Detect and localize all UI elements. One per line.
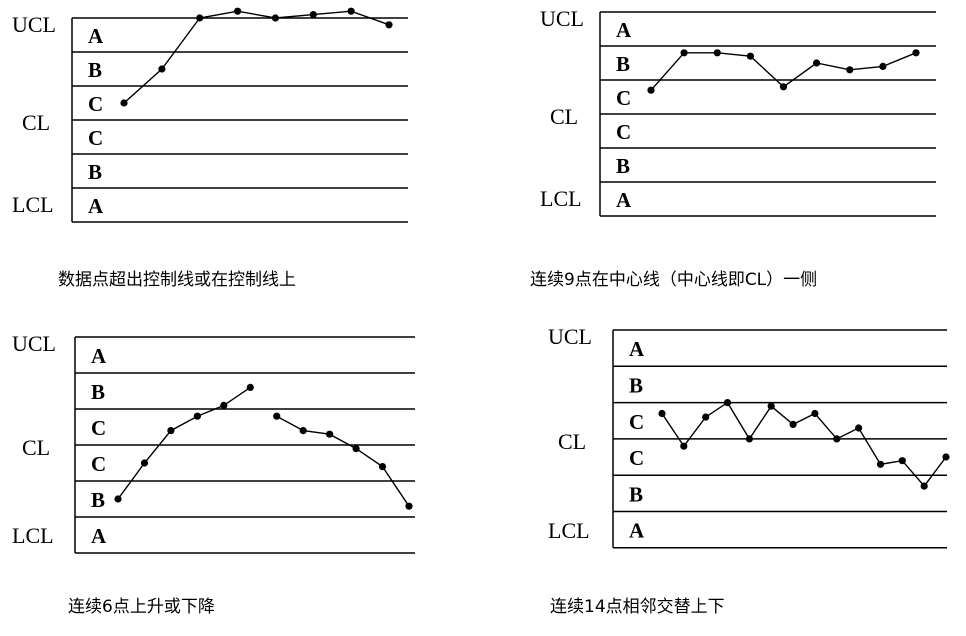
lcl-label: LCL — [12, 192, 54, 217]
data-point — [702, 413, 710, 421]
data-point — [879, 62, 887, 70]
series-line-1 — [661, 401, 947, 488]
chart-caption: 连续14点相邻交替上下 — [550, 597, 725, 617]
data-point — [114, 495, 122, 503]
data-point — [942, 453, 950, 461]
zone-label-C: C — [616, 120, 631, 144]
data-point — [140, 459, 149, 467]
zone-label-B: B — [616, 52, 630, 76]
zone-label-C: C — [88, 92, 103, 116]
data-point — [378, 463, 387, 471]
zone-label-B: B — [88, 58, 102, 82]
zone-label-B: B — [91, 488, 105, 512]
zone-label-C: C — [88, 126, 103, 150]
cl-label: CL — [22, 110, 50, 135]
data-point — [912, 49, 920, 57]
data-point — [347, 7, 355, 15]
chart-caption: 连续9点在中心线（中心线即CL）一侧 — [530, 270, 817, 290]
zone-label-C: C — [629, 446, 644, 470]
zone-label-A: A — [88, 194, 104, 218]
data-point — [299, 427, 307, 435]
data-point — [723, 399, 732, 407]
data-point — [405, 502, 413, 510]
data-point — [767, 402, 775, 410]
data-point — [746, 52, 755, 60]
cl-label: CL — [558, 429, 586, 454]
zone-label-B: B — [91, 380, 105, 404]
series-line-2 — [276, 415, 410, 507]
series-line-1 — [117, 386, 251, 500]
zone-label-A: A — [616, 188, 632, 212]
zone-label-B: B — [629, 482, 643, 506]
lcl-label: LCL — [12, 523, 54, 548]
data-point — [385, 21, 393, 29]
zone-label-A: A — [91, 344, 107, 368]
data-point — [220, 401, 228, 409]
zone-label-C: C — [91, 416, 106, 440]
zone-label-A: A — [91, 524, 107, 548]
data-point — [779, 83, 788, 91]
data-point — [234, 7, 242, 15]
ucl-label: UCL — [12, 12, 56, 37]
data-point — [789, 420, 797, 428]
chart-caption: 连续6点上升或下降 — [68, 597, 215, 617]
zone-label-C: C — [91, 452, 106, 476]
lcl-label: LCL — [548, 518, 590, 543]
zone-label-B: B — [629, 373, 643, 397]
data-point — [273, 412, 281, 420]
ucl-label: UCL — [12, 331, 56, 356]
series-line-1 — [123, 10, 390, 104]
data-point — [920, 482, 928, 490]
data-point — [658, 409, 666, 418]
ucl-label: UCL — [540, 6, 584, 31]
data-point — [813, 59, 821, 67]
zone-label-B: B — [616, 154, 630, 178]
data-point — [352, 445, 360, 453]
data-point — [855, 424, 863, 432]
zone-label-A: A — [629, 337, 645, 361]
ucl-label: UCL — [548, 324, 592, 349]
data-point — [713, 49, 721, 57]
cl-label: CL — [550, 104, 578, 129]
data-point — [193, 412, 201, 420]
data-point — [158, 65, 166, 73]
data-point — [309, 11, 317, 19]
data-point — [120, 99, 128, 107]
data-point — [196, 14, 204, 22]
zone-label-C: C — [616, 86, 631, 110]
zone-label-A: A — [616, 18, 632, 42]
data-point — [680, 49, 688, 57]
data-point — [680, 442, 688, 450]
data-point — [833, 435, 841, 443]
chart-caption: 数据点超出控制线或在控制线上 — [58, 270, 296, 290]
cl-label: CL — [22, 435, 50, 460]
data-point — [271, 14, 279, 22]
data-point — [876, 460, 885, 468]
data-point — [167, 427, 175, 435]
data-point — [647, 86, 655, 94]
data-point — [326, 430, 334, 438]
data-point — [745, 435, 754, 443]
zone-label-C: C — [629, 410, 644, 434]
data-point — [898, 457, 906, 465]
zone-label-B: B — [88, 160, 102, 184]
data-point — [846, 66, 854, 74]
data-point — [246, 383, 254, 391]
data-point — [811, 409, 819, 418]
zone-label-A: A — [88, 24, 104, 48]
lcl-label: LCL — [540, 186, 582, 211]
zone-label-A: A — [629, 519, 645, 543]
